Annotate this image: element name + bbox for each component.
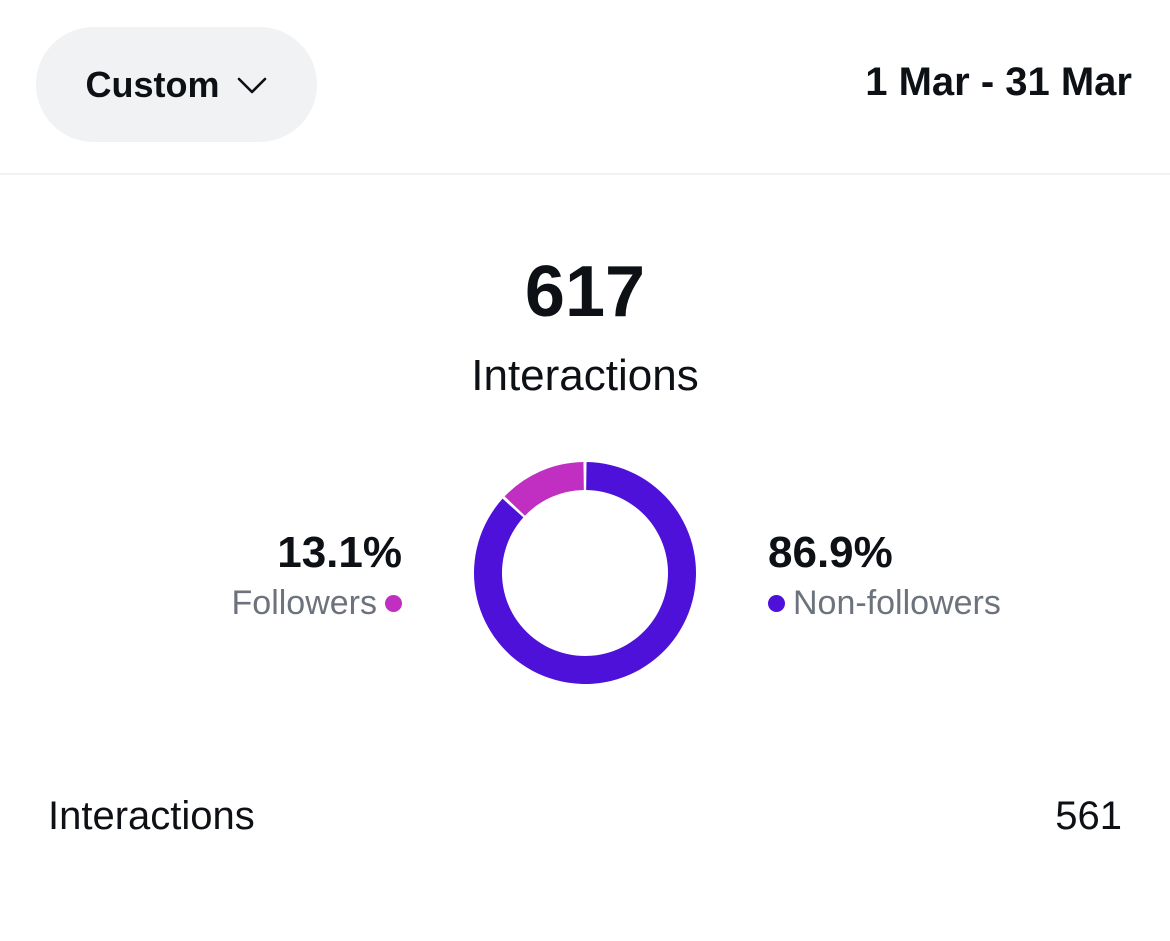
- followers-label: Followers: [231, 584, 377, 622]
- followers-color-dot: [385, 594, 402, 612]
- followers-stat: 13.1% Followers: [232, 527, 402, 625]
- date-range-text: 1 Mar - 31 Mar: [865, 60, 1132, 104]
- donut-chart-svg: [474, 462, 696, 684]
- non-followers-stat: 86.9% Non-followers: [768, 527, 1001, 625]
- date-range-dropdown-label: Custom: [85, 63, 220, 105]
- donut-slice-followers: [504, 462, 584, 516]
- total-interactions-value: 617: [524, 252, 646, 332]
- followers-percent: 13.1%: [277, 528, 402, 577]
- non-followers-legend: Non-followers: [768, 581, 1001, 625]
- interactions-row-label: Interactions: [48, 794, 255, 838]
- chevron-down-icon: [237, 77, 266, 93]
- non-followers-percent: 86.9%: [768, 528, 893, 577]
- donut-chart: [473, 461, 697, 685]
- followers-legend: Followers: [232, 581, 402, 625]
- header: Custom 1 Mar - 31 Mar: [0, 0, 1170, 175]
- non-followers-label: Non-followers: [793, 584, 1001, 622]
- date-range-dropdown[interactable]: Custom: [36, 27, 317, 142]
- interactions-row-value: 561: [1055, 794, 1122, 838]
- interactions-row[interactable]: Interactions 561: [48, 790, 1122, 842]
- total-interactions-label: Interactions: [471, 351, 699, 400]
- non-followers-color-dot: [768, 594, 785, 612]
